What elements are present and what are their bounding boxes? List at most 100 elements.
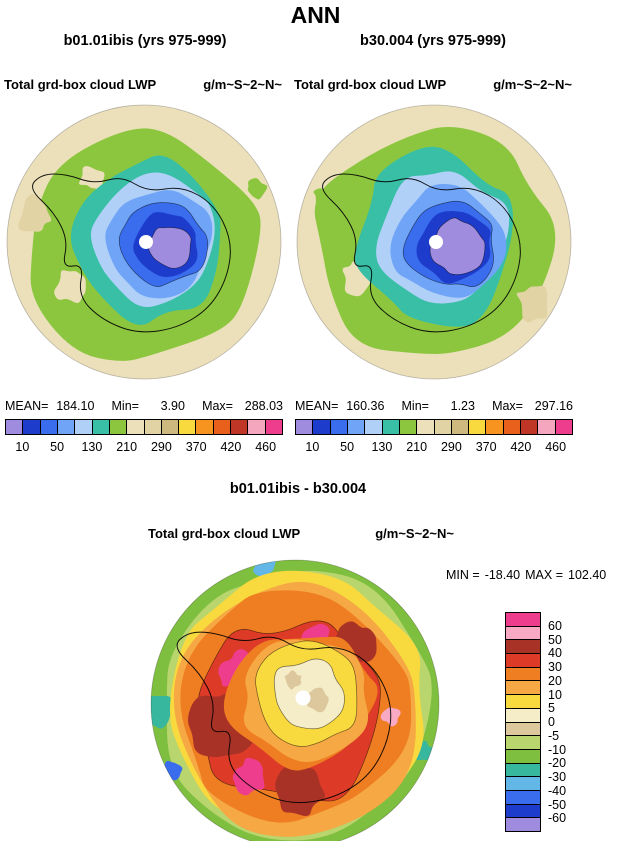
- diff-min-label: MIN =: [446, 568, 480, 582]
- diff-colorbar-cell: [506, 681, 540, 696]
- diff-colorbar-tick: -40: [548, 783, 567, 798]
- colorbar-cell: [313, 420, 331, 434]
- colorbar-cell: [451, 420, 470, 434]
- diff-colorbar-tick: -30: [548, 770, 567, 784]
- diff-colorbar-cell: [506, 640, 540, 655]
- colorbar-cell: [92, 420, 110, 434]
- colorbar-cell: [109, 420, 128, 434]
- colorbar-cell: [265, 420, 282, 434]
- colorbar-cell: [417, 420, 435, 434]
- diff-colorbar-tick: 40: [548, 646, 562, 661]
- colorbar-tick: 460: [545, 440, 567, 454]
- diff-minmax: MIN = -18.40 MAX = 102.40: [446, 568, 611, 582]
- colorbar-cell: [231, 420, 249, 434]
- colorbar-tick: 50: [50, 440, 65, 454]
- diff-colorbar-cell: [506, 804, 540, 819]
- diff-colorbar-cell: [506, 613, 540, 627]
- diff-colorbar-cell: [506, 667, 540, 682]
- colorbar-tick: 420: [220, 440, 242, 454]
- diff-colorbar-cell: [506, 695, 540, 709]
- panel-right-title: b30.004 (yrs 975-999): [360, 33, 506, 49]
- colorbar-tick: 10: [15, 440, 30, 454]
- map-diff-polar-plot: [150, 559, 440, 841]
- diff-colorbar-cell: [506, 722, 540, 737]
- diff-colorbar-cell: [506, 654, 540, 668]
- colorbar-cell: [538, 420, 556, 434]
- colorbar-tick: 210: [406, 440, 428, 454]
- colorbar-tick: 370: [475, 440, 497, 454]
- colorbar-cell: [23, 420, 41, 434]
- colorbar-cell: [486, 420, 504, 434]
- diff-colorbar-cell: [506, 749, 540, 764]
- colorbar-cell: [40, 420, 58, 434]
- colorbar-cell: [434, 420, 452, 434]
- colorbar-cell: [213, 420, 232, 434]
- colorbar-cell: [296, 420, 314, 434]
- stat-mean: MEAN= 184.10: [5, 399, 95, 413]
- colorbar-right: [295, 419, 573, 435]
- colorbar-left-ticks: 10 50 130 210 290 370 420 460: [5, 440, 283, 454]
- diff-colorbar-tick: 50: [548, 632, 562, 647]
- panel-right-field-row: Total grd-box cloud LWP g/m~S~2~N~: [294, 77, 572, 92]
- stat-max: Max= 297.16: [492, 399, 573, 413]
- colorbar-cell: [503, 420, 522, 434]
- colorbar-tick: 130: [81, 440, 103, 454]
- panel-right-units-label: g/m~S~2~N~: [493, 77, 572, 92]
- diff-field-row: Total grd-box cloud LWP g/m~S~2~N~: [148, 526, 454, 541]
- diff-colorbar-tick: 0: [548, 715, 555, 729]
- panel-left-field-label: Total grd-box cloud LWP: [4, 77, 157, 92]
- diff-max-value: 102.40: [568, 568, 607, 582]
- diff-colorbar: 60 50 40 30 20 10 5 0 -5 -10 -20 -30 -40 -50 -60: [505, 612, 595, 834]
- diff-panel-title: b01.01ibis - b30.004: [229, 481, 367, 497]
- diff-max-label: MAX =: [525, 568, 564, 582]
- diff-min-value: -18.40: [484, 568, 521, 582]
- diff-colorbar-cells: [505, 612, 541, 832]
- colorbar-cell: [555, 420, 572, 434]
- colorbar-cell: [469, 420, 487, 434]
- colorbar-cell: [330, 420, 348, 434]
- stat-mean: MEAN= 160.36: [295, 399, 385, 413]
- diff-colorbar-cell: [506, 763, 540, 778]
- colorbar-tick: 10: [305, 440, 320, 454]
- diff-colorbar-tick: 10: [548, 687, 562, 702]
- diff-colorbar-cell: [506, 736, 540, 750]
- diff-colorbar-cell: [506, 626, 540, 641]
- stat-min: Min= 3.90: [111, 399, 185, 413]
- diff-units-label: g/m~S~2~N~: [375, 526, 454, 541]
- colorbar-tick: 460: [255, 440, 277, 454]
- colorbar-tick: 290: [150, 440, 172, 454]
- panel-left-field-row: Total grd-box cloud LWP g/m~S~2~N~: [4, 77, 282, 92]
- colorbar-cell: [127, 420, 145, 434]
- colorbar-cell: [161, 420, 180, 434]
- colorbar-tick: 130: [371, 440, 393, 454]
- diff-colorbar-cell: [506, 790, 540, 805]
- diff-colorbar-cell: [506, 708, 540, 723]
- colorbar-tick: 420: [510, 440, 532, 454]
- panel-right-stats: MEAN= 160.36 Min= 1.23 Max= 297.16: [295, 399, 573, 413]
- diff-colorbar-tick: -60: [548, 811, 567, 826]
- figure-title: ANN: [290, 2, 341, 28]
- diff-colorbar-tick: -10: [548, 742, 567, 757]
- stat-max: Max= 288.03: [202, 399, 283, 413]
- colorbar-cell: [6, 420, 24, 434]
- panel-left-units-label: g/m~S~2~N~: [203, 77, 282, 92]
- colorbar-tick: 50: [340, 440, 355, 454]
- diff-colorbar-tick: -5: [548, 728, 560, 743]
- colorbar-cell: [248, 420, 266, 434]
- colorbar-cell: [365, 420, 383, 434]
- diff-colorbar-tick: 5: [548, 701, 555, 716]
- colorbar-tick: 290: [440, 440, 462, 454]
- diff-colorbar-tick: 30: [548, 660, 562, 674]
- diff-colorbar-tick: -50: [548, 797, 567, 812]
- diff-colorbar-tick: -20: [548, 756, 567, 771]
- colorbar-cell: [57, 420, 76, 434]
- panel-right-field-label: Total grd-box cloud LWP: [294, 77, 447, 92]
- colorbar-cell: [347, 420, 366, 434]
- panel-left-stats: MEAN= 184.10 Min= 3.90 Max= 288.03: [5, 399, 283, 413]
- diff-colorbar-ticks: 60 50 40 30 20 10 5 0 -5 -10 -20 -30 -40 -50 -60: [548, 612, 592, 832]
- diff-colorbar-cell: [506, 777, 540, 791]
- colorbar-cell: [399, 420, 418, 434]
- colorbar-left: [5, 419, 283, 435]
- colorbar-cell: [521, 420, 539, 434]
